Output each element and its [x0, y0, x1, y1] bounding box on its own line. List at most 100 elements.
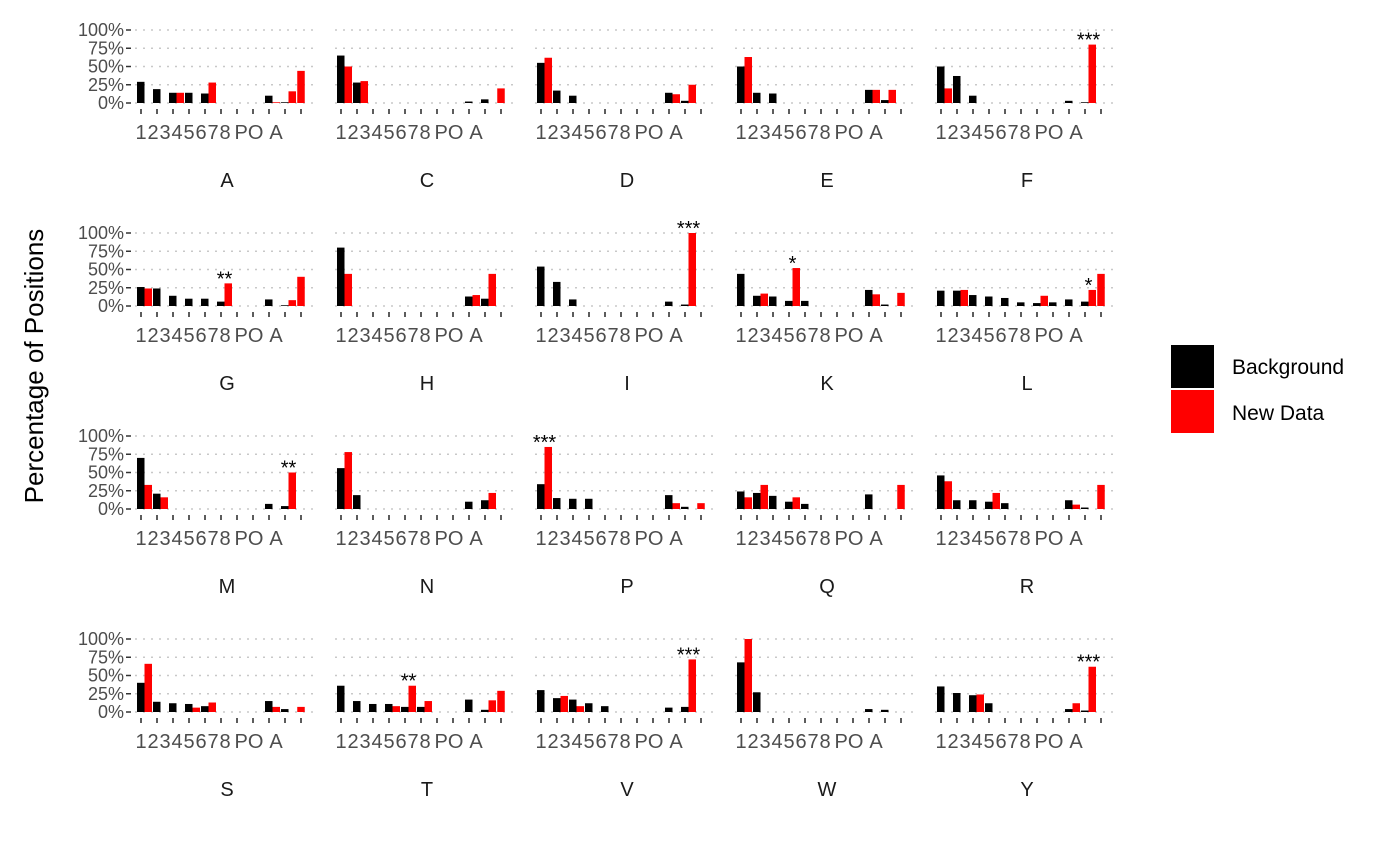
x-tick-label: 7	[1007, 731, 1018, 753]
bar-background	[769, 296, 777, 306]
bar-new-data	[960, 289, 968, 306]
bar-new-data	[1040, 295, 1048, 306]
x-tick-label: 1	[735, 528, 746, 550]
bar-new-data	[288, 300, 296, 306]
x-tick-label: 3	[559, 528, 570, 550]
x-tick-label: 6	[795, 325, 806, 347]
bar-background	[185, 298, 193, 306]
x-tick-label: PO	[235, 731, 264, 753]
bar-background	[385, 703, 393, 712]
bar-new-data	[297, 276, 305, 306]
x-tick-label: 8	[1019, 528, 1030, 550]
bar-new-data	[297, 706, 305, 712]
bar-background	[585, 498, 593, 509]
bar-background	[785, 501, 793, 509]
x-tick-label: 5	[183, 325, 194, 347]
bar-new-data	[288, 472, 296, 509]
bar-background	[153, 701, 161, 712]
bar-new-data	[1097, 273, 1105, 306]
x-tick-label: A	[669, 122, 683, 144]
bar-background	[169, 92, 177, 103]
bar-new-data	[697, 503, 705, 509]
x-tick-label: 2	[147, 325, 158, 347]
x-tick-label: 3	[159, 122, 170, 144]
facet-strip-label: I	[624, 373, 630, 395]
x-tick-label: 4	[171, 731, 182, 753]
x-tick-label: 3	[159, 325, 170, 347]
x-tick-label: 5	[783, 731, 794, 753]
y-tick-label: 25%	[88, 684, 124, 704]
x-tick-label: 4	[371, 122, 382, 144]
x-tick-label: 8	[219, 325, 230, 347]
x-tick-label: A	[669, 528, 683, 550]
facet-strip-label: C	[420, 170, 434, 192]
facet-strip-label: M	[219, 576, 236, 598]
bar-new-data	[792, 497, 800, 509]
facet-strip-label: E	[820, 170, 833, 192]
y-tick-label: 50%	[88, 666, 124, 686]
x-tick-label: 8	[819, 122, 830, 144]
bar-background	[969, 95, 977, 103]
bar-background	[137, 81, 145, 103]
x-tick-label: A	[1069, 731, 1083, 753]
facet-strip-label: L	[1021, 373, 1032, 395]
legend-label-new-data: New Data	[1232, 402, 1325, 425]
bar-background	[1033, 303, 1041, 306]
x-tick-label: 2	[347, 122, 358, 144]
bar-new-data	[672, 94, 680, 103]
facet-strip-label: D	[620, 170, 634, 192]
x-tick-label: 6	[195, 528, 206, 550]
bar-background	[137, 457, 145, 509]
x-tick-label: 5	[983, 325, 994, 347]
bar-new-data	[1072, 504, 1080, 509]
significance-marker: ***	[677, 218, 701, 240]
facet-panel-K: 1 2 3 4 5 6 7 8 PO A K *	[735, 232, 917, 395]
x-tick-label: 5	[583, 325, 594, 347]
bar-new-data	[944, 481, 952, 509]
y-tick-label: 75%	[88, 444, 124, 464]
x-tick-label: 8	[219, 528, 230, 550]
y-tick-label: 75%	[88, 647, 124, 667]
facet-panel-Q: 1 2 3 4 5 6 7 8 PO A Q	[735, 435, 917, 598]
bar-background	[353, 495, 361, 509]
x-tick-label: A	[669, 731, 683, 753]
bar-background	[265, 503, 273, 509]
bar-background	[569, 95, 577, 103]
bar-background	[769, 93, 777, 103]
bar-new-data	[976, 694, 984, 712]
bar-background	[1017, 302, 1025, 306]
x-tick-label: 8	[619, 528, 630, 550]
y-tick-label: 25%	[88, 278, 124, 298]
x-tick-label: 3	[559, 731, 570, 753]
bar-new-data	[144, 663, 152, 712]
bar-new-data	[160, 497, 168, 509]
bar-background	[537, 266, 545, 306]
x-tick-label: 6	[995, 122, 1006, 144]
bar-background	[681, 100, 689, 103]
x-tick-label: 7	[407, 731, 418, 753]
x-tick-label: 6	[395, 325, 406, 347]
bar-new-data	[1072, 703, 1080, 712]
x-tick-label: 2	[947, 528, 958, 550]
x-tick-label: A	[869, 731, 883, 753]
x-tick-label: 6	[595, 122, 606, 144]
x-tick-label: 8	[219, 122, 230, 144]
x-tick-label: PO	[835, 325, 864, 347]
bar-background	[265, 701, 273, 712]
significance-marker: **	[281, 458, 297, 480]
x-tick-label: 2	[147, 731, 158, 753]
bar-background	[1065, 500, 1073, 509]
facet-strip-label: H	[420, 373, 434, 395]
x-tick-label: 4	[571, 731, 582, 753]
x-tick-label: 6	[995, 528, 1006, 550]
bar-new-data	[392, 706, 400, 712]
facet-panel-D: 1 2 3 4 5 6 7 8 PO A D	[535, 29, 717, 192]
x-tick-label: 8	[619, 122, 630, 144]
x-tick-label: 4	[571, 325, 582, 347]
x-tick-label: 6	[395, 528, 406, 550]
bar-background	[881, 100, 889, 103]
x-tick-label: PO	[835, 528, 864, 550]
bar-background	[801, 503, 809, 509]
x-tick-label: 5	[583, 528, 594, 550]
facet-strip-label: W	[818, 779, 837, 801]
